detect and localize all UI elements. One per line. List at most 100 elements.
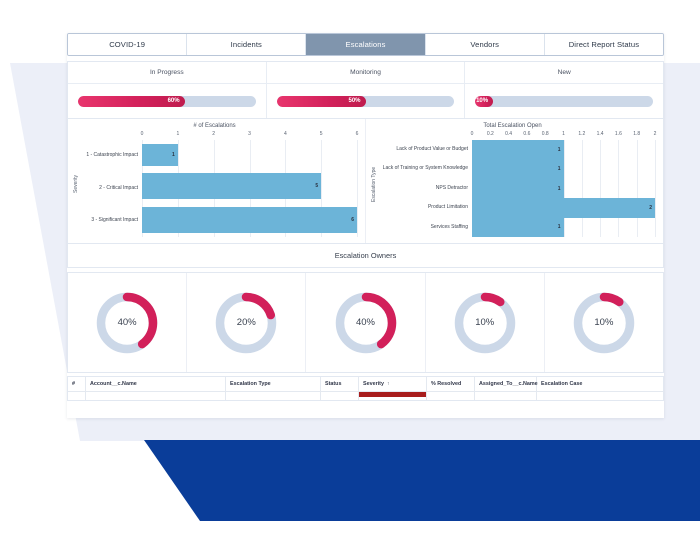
x-tick-label: 3 <box>248 131 251 137</box>
donut-chart: 20% <box>213 290 279 356</box>
progress-track: 10% <box>475 95 654 107</box>
x-tick-label: 0.6 <box>523 131 531 137</box>
donut-value-label: 40% <box>117 317 137 328</box>
tab-label: COVID-19 <box>109 40 146 49</box>
chart-title: # of Escalations <box>193 123 236 129</box>
table-cell <box>68 391 86 400</box>
bar-value: 2 <box>649 204 652 211</box>
table-cell <box>537 392 663 400</box>
bar[interactable]: 1 <box>472 159 564 179</box>
table-header-resolved[interactable]: % Resolved <box>427 377 475 391</box>
bar-value: 1 <box>557 166 561 173</box>
bar[interactable]: 1 <box>142 143 178 166</box>
x-tick-label: 5 <box>319 131 323 137</box>
donut-value-label: 40% <box>355 317 375 328</box>
x-axis-ticks: 0 1 2 3 4 5 6 <box>140 131 359 140</box>
deco-blue-parallelogram <box>144 440 700 521</box>
donut-chart: 40% <box>333 290 399 356</box>
bar-value: 1 <box>172 151 175 158</box>
column-label: Assigned_To__c.Name <box>479 380 538 387</box>
gridline <box>357 140 358 237</box>
category-label: Lack of Training or System Knowledge <box>382 165 468 172</box>
chart-body: Escalation Type Lack of Product Value or… <box>370 131 657 238</box>
table-header-severity[interactable]: Severity ↑ <box>359 377 427 397</box>
category-label: NPS Detractor <box>435 184 468 191</box>
escalation-owner-donut-cell[interactable]: 40% <box>68 273 188 372</box>
column-label: Account__c.Name <box>90 380 137 387</box>
tab-vendors[interactable]: Vendors <box>425 34 545 55</box>
bar-value: 6 <box>351 217 354 224</box>
tab-label: Vendors <box>470 40 499 49</box>
donut-chart: 10% <box>571 290 637 356</box>
bar-value: 5 <box>315 183 319 190</box>
x-tick-label: 0 <box>470 131 474 137</box>
x-tick-label: 0.4 <box>505 131 513 137</box>
x-tick-label: 4 <box>283 131 287 137</box>
escalation-owner-donut-cell[interactable]: 20% <box>187 273 307 372</box>
gridline <box>618 140 620 237</box>
bar[interactable]: 6 <box>142 207 357 234</box>
donut-arc <box>454 292 515 353</box>
gridline <box>321 140 323 237</box>
category-label: Lack of Product Value or Budget <box>396 145 468 152</box>
table-header-account-c-name[interactable]: Account__c.Name <box>86 377 226 391</box>
x-tick-label: 1.8 <box>633 131 641 137</box>
donut-chart: 10% <box>452 290 518 356</box>
plot-area: 0 0.2 0.4 0.6 0.8 1 1.2 1.4 1.6 1.8 2 1 1 1 2 1 <box>470 131 657 238</box>
tab-covid-19[interactable]: COVID-19 <box>68 34 188 55</box>
escalation-owner-donut-cell[interactable]: 10% <box>426 273 545 372</box>
x-tick-label: 1.6 <box>614 131 622 137</box>
status-card-new: New 10% <box>465 62 664 118</box>
bar[interactable]: 1 <box>472 140 564 160</box>
progress-value-label: 10% <box>476 98 489 104</box>
progress-fill: 10% <box>475 95 494 107</box>
category-labels: Lack of Product Value or Budget Lack of … <box>378 131 472 237</box>
gridline <box>655 140 656 237</box>
column-label: Escalation Case <box>541 380 583 387</box>
category-label: 2 - Critical Impact <box>99 184 138 191</box>
column-label: Severity <box>363 380 384 387</box>
x-axis-ticks: 0 0.2 0.4 0.6 0.8 1 1.2 1.4 1.6 1.8 2 <box>470 131 657 140</box>
bar[interactable]: 1 <box>472 178 564 199</box>
tab-incidents[interactable]: Incidents <box>187 34 307 55</box>
tab-label: Direct Report Status <box>568 40 640 49</box>
gridline <box>636 140 638 237</box>
plot: 1 1 1 2 1 <box>472 140 656 238</box>
x-tick-label: 1 <box>562 131 565 137</box>
table-cell <box>427 391 475 400</box>
column-label: # <box>72 380 75 387</box>
table-header-escalation-type[interactable]: Escalation Type <box>226 377 321 391</box>
table-header-status[interactable]: Status <box>321 377 359 391</box>
tab-direct-report-status[interactable]: Direct Report Status <box>544 34 663 55</box>
table-cell <box>359 391 427 400</box>
tab-label: Incidents <box>230 40 262 49</box>
table-header-[interactable]: # <box>68 377 86 391</box>
donut-arc <box>96 292 158 353</box>
donut-value-label: 20% <box>236 317 256 328</box>
bar-value: 1 <box>557 146 561 153</box>
progress-track: 60% <box>78 95 256 107</box>
bar[interactable]: 1 <box>472 217 564 238</box>
status-title: New <box>465 62 664 84</box>
escalation-owner-donut-cell[interactable]: 10% <box>545 273 663 372</box>
bar-value: 1 <box>557 185 561 192</box>
progress-fill: 60% <box>78 95 185 107</box>
bar[interactable]: 2 <box>472 198 655 218</box>
table-header-escalation-case[interactable]: Escalation Case <box>537 377 663 391</box>
escalation-owner-donut-cell[interactable]: 40% <box>306 273 426 372</box>
progress-value-label: 60% <box>167 98 180 104</box>
bar[interactable]: 5 <box>142 173 322 200</box>
tab-escalations[interactable]: Escalations <box>306 34 426 55</box>
progress-fill: 50% <box>276 95 366 107</box>
bars: 1 1 1 2 1 <box>472 140 655 238</box>
y-axis-title: Escalation Type <box>371 166 377 202</box>
x-tick-label: 1.2 <box>578 131 586 137</box>
bar-charts-row: # of Escalations Severity 1 - Catastroph… <box>67 119 664 244</box>
donut-arc <box>216 292 277 353</box>
table-header-assigned-to-c-name[interactable]: Assigned_To__c.Name <box>475 377 538 391</box>
x-tick-label: 0 <box>140 131 144 137</box>
table-cell <box>475 391 537 400</box>
chart-escalations-by-severity: # of Escalations Severity 1 - Catastroph… <box>68 119 366 243</box>
status-card-in-progress: In Progress 60% <box>68 62 267 118</box>
table-row <box>68 391 663 400</box>
